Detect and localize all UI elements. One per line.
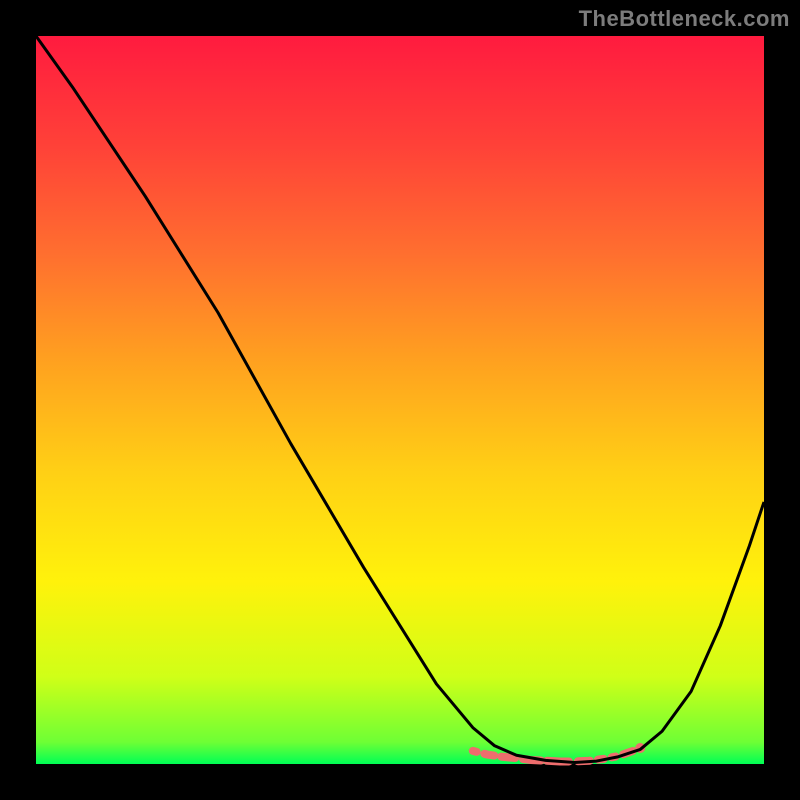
watermark-text: TheBottleneck.com: [579, 6, 790, 32]
chart-svg: [0, 0, 800, 800]
chart-gradient-background: [36, 36, 764, 764]
chart-container: TheBottleneck.com: [0, 0, 800, 800]
